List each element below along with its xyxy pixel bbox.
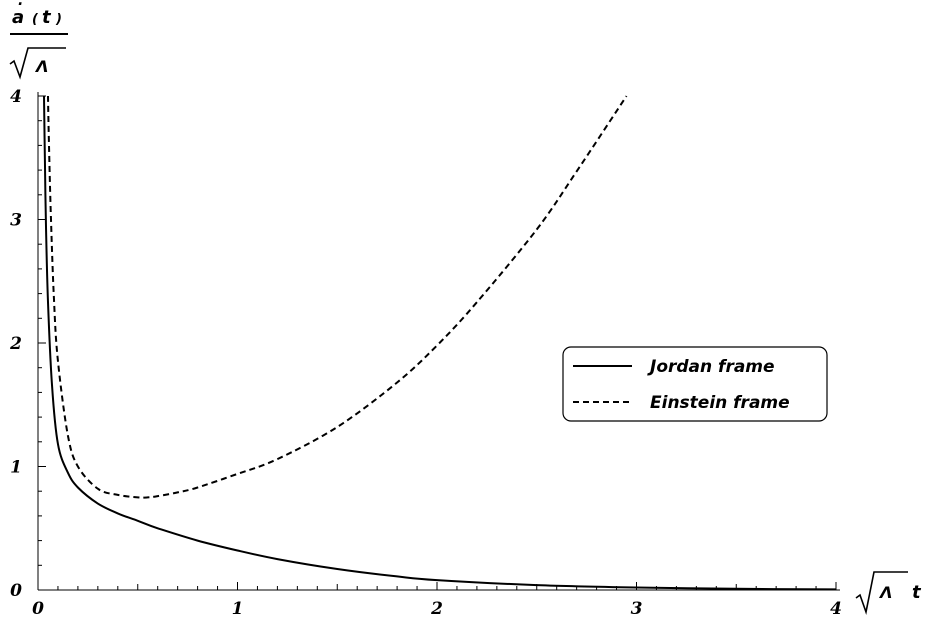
x-label-radical-sign [855,571,908,616]
y-label-dot: . [18,0,23,9]
x-axis-label: Λ t [855,571,922,616]
y-tick-label: 3 [10,211,22,231]
y-label-open-paren: ( [32,12,39,27]
x-tick-label: 4 [830,599,842,619]
x-label-var: t [912,582,922,603]
y-label-radical-sign [9,47,66,80]
y-tick-label: 2 [9,334,22,354]
legend-label-einstein: Einstein frame [650,393,790,413]
y-label-arg: t [42,7,52,28]
y-tick-label: 0 [10,581,22,601]
legend: Jordan frame Einstein frame [562,346,828,422]
y-label-close-paren: ) [55,12,62,27]
y-label-var: a [12,7,24,28]
x-label-radicand: Λ [878,583,892,602]
y-tick-label: 4 [10,87,22,107]
x-tick-label: 1 [232,599,244,619]
axes: 0 1 2 3 4 0 1 2 3 4 [9,87,842,619]
series-line-jordan [43,95,837,591]
y-tick-label: 1 [10,458,22,478]
x-tick-label: 3 [631,599,643,619]
legend-label-jordan: Jordan frame [647,357,775,377]
x-tick-label: 2 [430,599,443,619]
series-line-einstein [47,95,628,499]
x-tick-label: 0 [32,599,44,619]
y-axis-label: a . ( t ) Λ [9,0,68,80]
series-layer [43,95,837,591]
y-label-radicand: Λ [34,57,48,76]
